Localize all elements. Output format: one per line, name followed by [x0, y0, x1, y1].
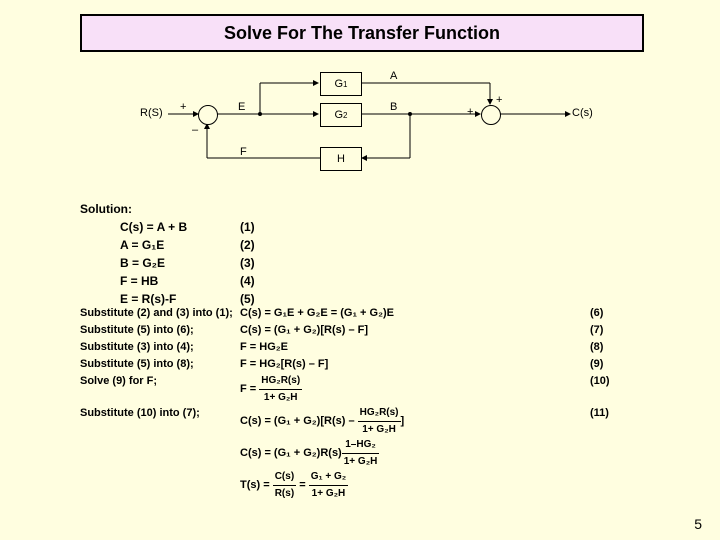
block-g1-sub: 1 [343, 80, 347, 89]
sol-n-4: (4) [240, 272, 280, 290]
block-g2-sub: 2 [343, 111, 347, 120]
sol-n-3: (3) [240, 254, 280, 272]
label-a: A [390, 70, 397, 82]
derivation-row: Substitute (3) into (4);F = HG₂E(8) [80, 339, 680, 356]
summing-junction-1 [198, 105, 218, 125]
page-number: 5 [694, 516, 702, 532]
sol-n-1: (1) [240, 218, 280, 236]
sign-minus: – [192, 124, 198, 136]
derivation-row: Substitute (2) and (3) into (1);C(s) = G… [80, 305, 680, 322]
sign-plus-1: + [180, 101, 186, 113]
sol-eq-4: F = HB [80, 272, 240, 290]
block-g1: G1 [320, 72, 362, 96]
sol-eq-3: B = G₂E [80, 254, 240, 272]
block-g1-text: G [334, 78, 343, 90]
summing-junction-2 [481, 105, 501, 125]
label-input: R(S) [140, 107, 163, 119]
derivation-row: Solve (9) for F;F = HG₂R(s)1+ G₂H(10) [80, 373, 680, 405]
derivation-row: C(s) = (G₁ + G₂)R(s)1–HG₂1+ G₂H [80, 437, 680, 469]
sol-eq-1: C(s) = A + B [80, 218, 240, 236]
block-g2-text: G [334, 109, 343, 121]
label-f: F [240, 146, 247, 158]
sol-eq-2: A = G₁E [80, 236, 240, 254]
label-e: E [238, 101, 245, 113]
label-output: C(s) [572, 107, 593, 119]
title-box: Solve For The Transfer Function [80, 14, 644, 52]
diagram-wires [140, 68, 620, 188]
block-diagram: R(S) + – E G1 G2 H A B + + F C(s) [140, 68, 620, 188]
block-g2: G2 [320, 103, 362, 127]
derivation-block: Substitute (2) and (3) into (1);C(s) = G… [80, 305, 680, 501]
solution-header: Solution: [80, 200, 280, 218]
page-title: Solve For The Transfer Function [224, 23, 500, 44]
block-h: H [320, 147, 362, 171]
derivation-row: Substitute (10) into (7);C(s) = (G₁ + G₂… [80, 405, 680, 437]
sign-plus-2: + [467, 106, 473, 118]
sol-n-2: (2) [240, 236, 280, 254]
derivation-row: Substitute (5) into (8);F = HG₂[R(s) – F… [80, 356, 680, 373]
label-b: B [390, 101, 397, 113]
derivation-row: T(s) = C(s)R(s) = G₁ + G₂1+ G₂H [80, 469, 680, 501]
block-h-text: H [337, 153, 345, 165]
solution-block: Solution: C(s) = A + B(1) A = G₁E(2) B =… [80, 200, 280, 308]
derivation-row: Substitute (5) into (6);C(s) = (G₁ + G₂)… [80, 322, 680, 339]
sign-plus-3: + [496, 94, 502, 106]
